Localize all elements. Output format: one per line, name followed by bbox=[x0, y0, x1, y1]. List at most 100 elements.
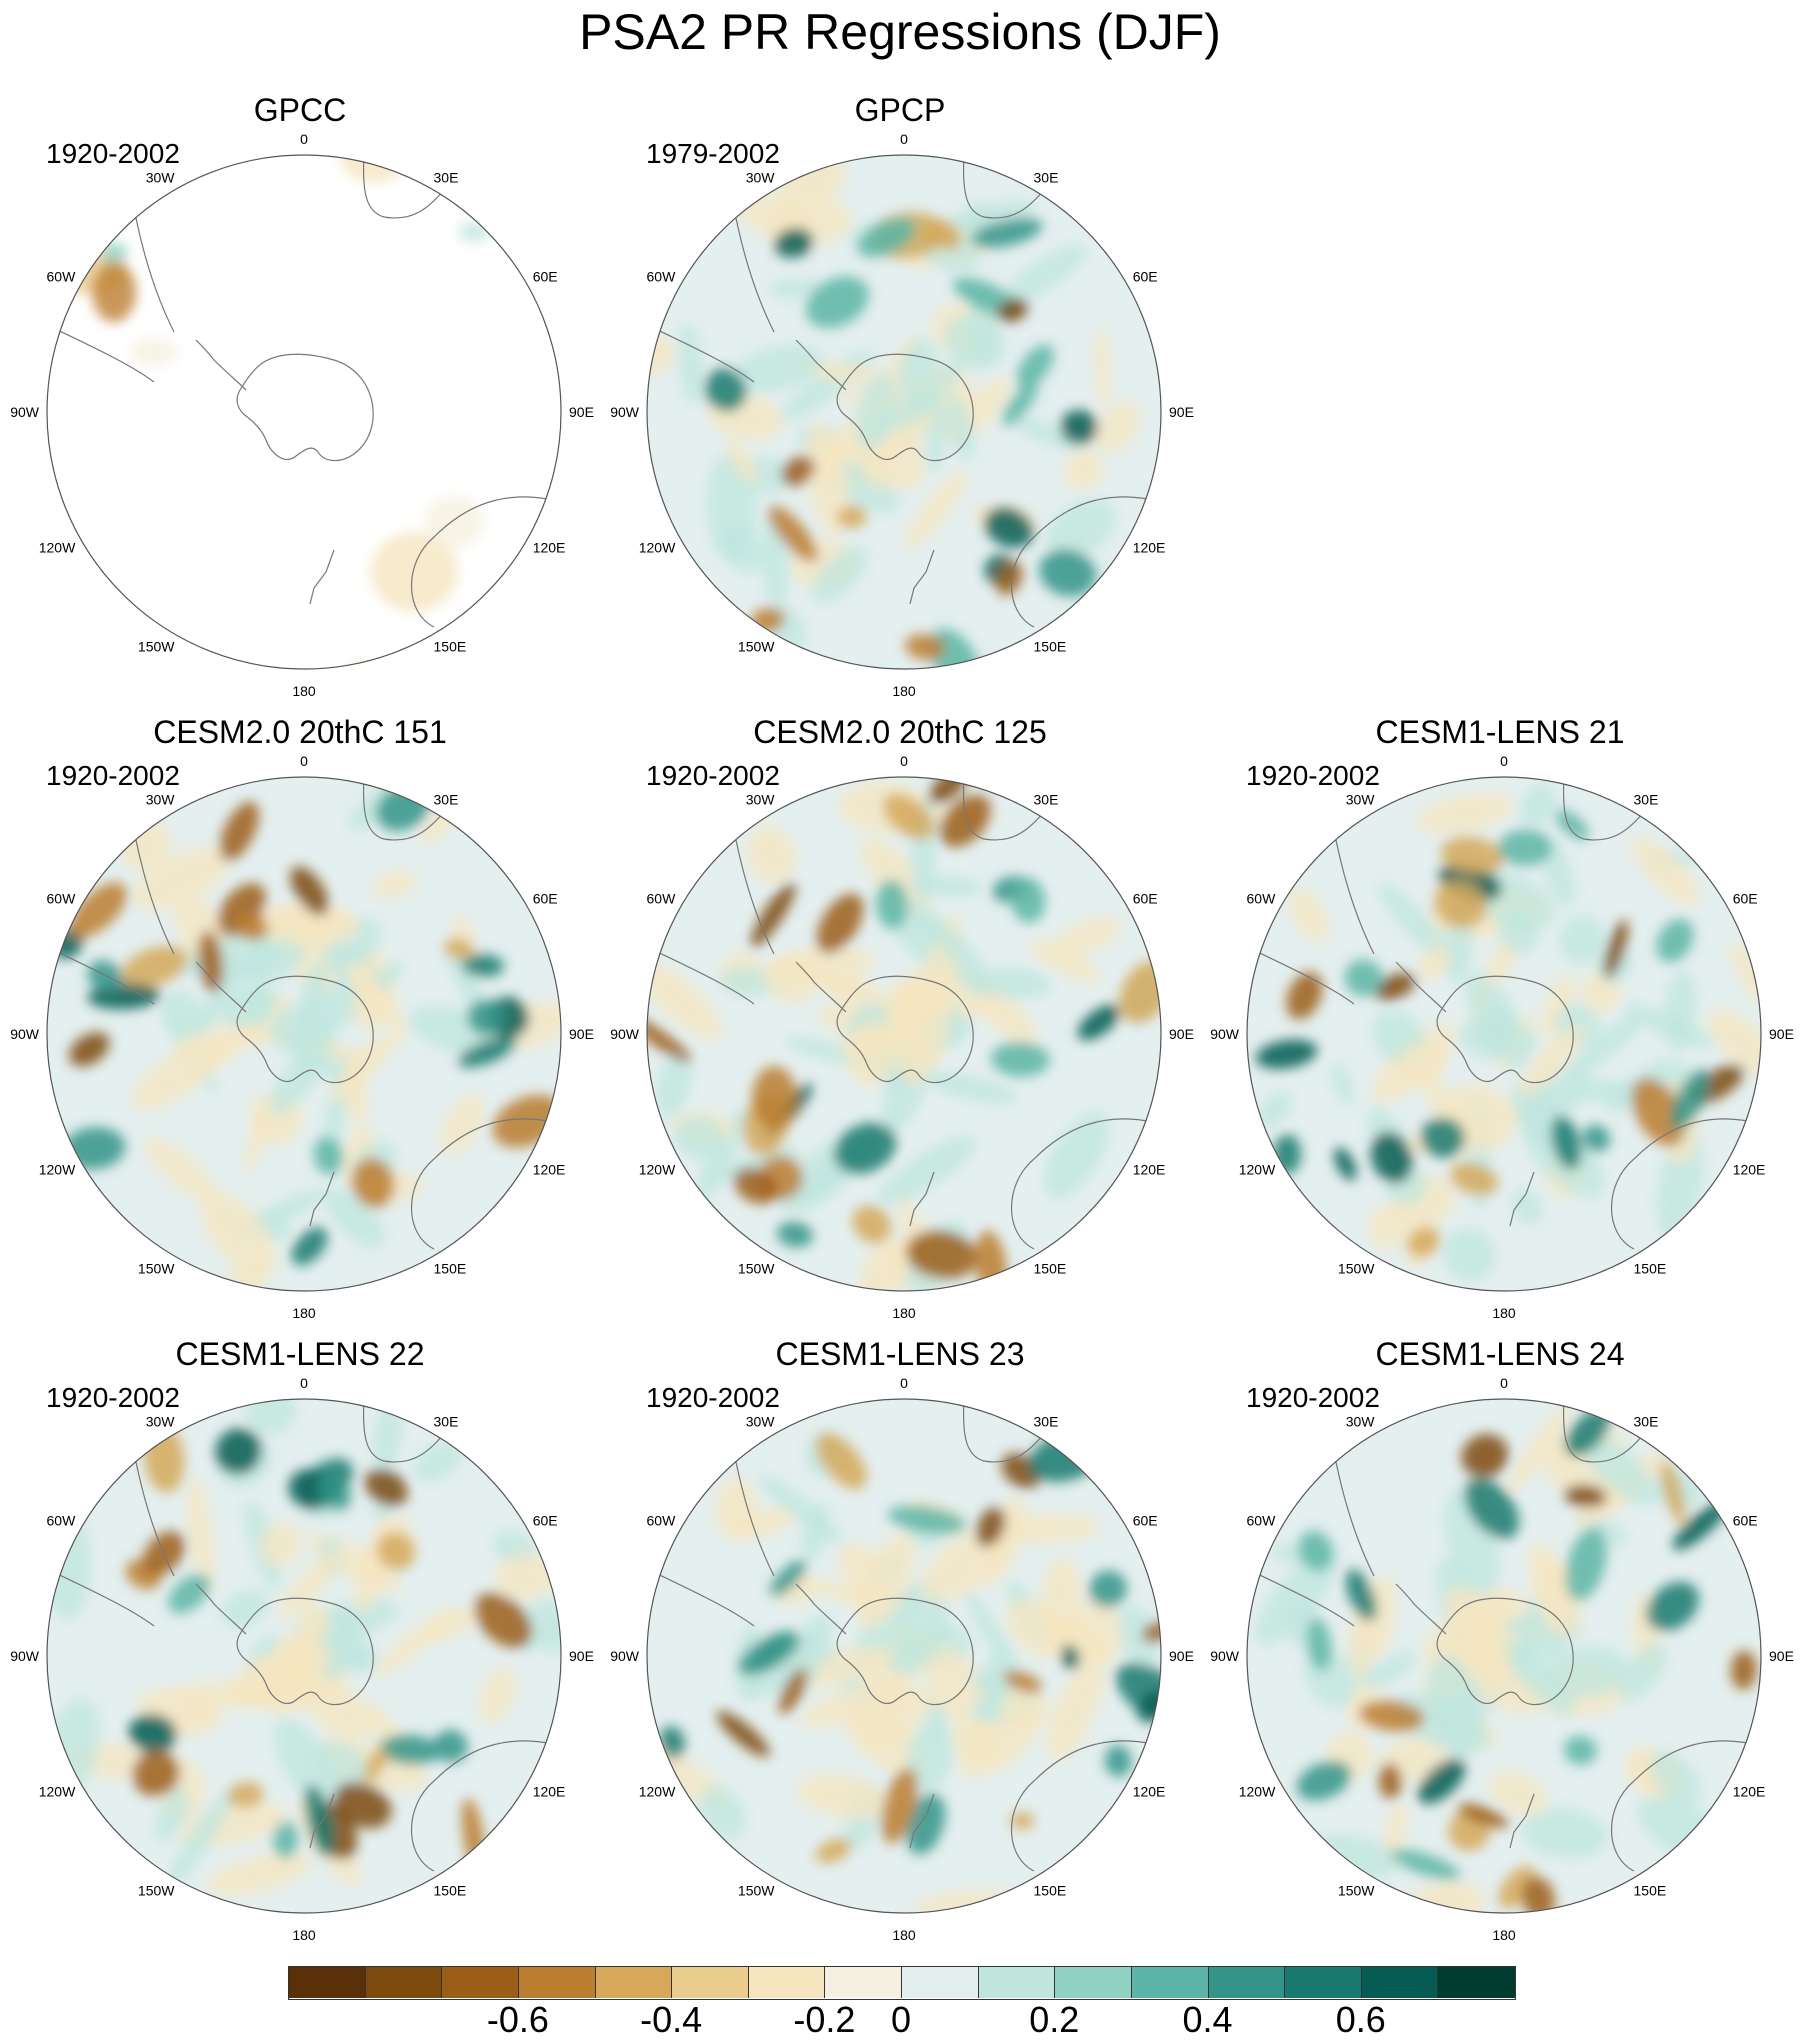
south-america-coastline bbox=[47, 324, 155, 383]
polar-map: 0 30E 60E 90E 120E 150E 180 150W 120W 90W 60W 30W bbox=[1210, 753, 1794, 1321]
longitude-label: 30E bbox=[434, 1413, 459, 1429]
longitude-label: 60W bbox=[647, 891, 677, 907]
colorbar-segment bbox=[517, 1966, 596, 1998]
colorbar-segment bbox=[441, 1966, 519, 1998]
africa-coastline bbox=[962, 1399, 1045, 1463]
longitude-label: 60E bbox=[1133, 1513, 1158, 1529]
colorbar-segment bbox=[1360, 1966, 1439, 1998]
longitude-label: 0 bbox=[1500, 1375, 1508, 1391]
period-label: 1979-2002 bbox=[646, 138, 780, 169]
polar-map: 0 30E 60E 90E 120E 150E 180 150W 120W 90W 60W 30W bbox=[10, 1375, 594, 1943]
longitude-label: 30E bbox=[1034, 791, 1059, 807]
longitude-label: 90E bbox=[1769, 1648, 1794, 1664]
longitude-label: 90E bbox=[1169, 1026, 1194, 1042]
longitude-label: 120W bbox=[39, 1162, 76, 1178]
longitude-label: 30W bbox=[1346, 791, 1376, 807]
field-layer bbox=[47, 1399, 561, 1913]
longitude-label: 120W bbox=[39, 540, 76, 556]
longitude-label: 180 bbox=[1492, 1305, 1516, 1321]
antarctica-coastline bbox=[236, 975, 374, 1084]
antarctica-coastline bbox=[236, 1597, 374, 1706]
longitude-label: 150W bbox=[138, 1261, 175, 1277]
south-america-coastline bbox=[1247, 946, 1355, 1005]
south-america-coastline bbox=[647, 946, 755, 1005]
panel-title: CESM1-LENS 24 bbox=[1375, 1336, 1625, 1372]
longitude-label: 60E bbox=[1133, 891, 1158, 907]
new-zealand-coastline bbox=[1509, 1793, 1535, 1849]
colorbar-segment bbox=[747, 1966, 826, 1998]
period-label: 1920-2002 bbox=[646, 1382, 780, 1413]
antarctica-coastline bbox=[836, 1597, 974, 1706]
longitude-label: 180 bbox=[292, 683, 316, 699]
longitude-label: 30E bbox=[434, 169, 459, 185]
africa-coastline bbox=[362, 155, 445, 219]
longitude-label: 180 bbox=[1492, 1927, 1516, 1943]
new-zealand-coastline bbox=[909, 1793, 935, 1849]
australia-coastline bbox=[1010, 1740, 1161, 1872]
map-panel-lens-22: CESM1-LENS 22 1920-2002 0 30E 60E 90E 120E 15… bbox=[0, 1334, 600, 1956]
colorbar-segment bbox=[1437, 1966, 1515, 1998]
longitude-label: 120E bbox=[1133, 1784, 1166, 1800]
field-layer bbox=[647, 777, 1161, 1291]
peninsula-coastline bbox=[795, 1583, 847, 1635]
longitude-label: 120W bbox=[639, 540, 676, 556]
antarctica-coastline bbox=[1436, 1597, 1574, 1706]
map-border bbox=[646, 154, 1162, 670]
panel-title: CESM1-LENS 22 bbox=[175, 1336, 425, 1372]
map-panel-cesm2-125: CESM2.0 20thC 125 1920-2002 0 30E 60E 90E 12… bbox=[600, 712, 1200, 1334]
longitude-label: 150W bbox=[738, 1883, 775, 1899]
africa-coastline bbox=[362, 777, 445, 841]
map-panel-lens-24: CESM1-LENS 24 1920-2002 0 30E 60E 90E 120E 15… bbox=[1200, 1334, 1800, 1956]
field-layer bbox=[647, 1399, 1161, 1913]
longitude-label: 150E bbox=[1034, 1883, 1067, 1899]
longitude-label: 150E bbox=[1034, 639, 1067, 655]
new-zealand-coastline bbox=[909, 1171, 935, 1227]
longitude-label: 30W bbox=[146, 1413, 176, 1429]
longitude-label: 120E bbox=[533, 1784, 566, 1800]
period-label: 1920-2002 bbox=[1246, 1382, 1380, 1413]
period-label: 1920-2002 bbox=[46, 760, 180, 791]
panel-title: CESM1-LENS 23 bbox=[775, 1336, 1025, 1372]
australia-coastline bbox=[1010, 1118, 1161, 1250]
colorbar-segment bbox=[1130, 1966, 1209, 1998]
longitude-label: 150W bbox=[138, 1883, 175, 1899]
australia-coastline bbox=[1610, 1740, 1761, 1872]
longitude-label: 60E bbox=[1133, 269, 1158, 285]
longitude-label: 30W bbox=[746, 169, 776, 185]
africa-coastline bbox=[362, 1399, 445, 1463]
longitude-label: 150E bbox=[434, 639, 467, 655]
colorbar-tick-label: 0.6 bbox=[1335, 1999, 1386, 2040]
polar-map: 0 30E 60E 90E 120E 150E 180 150W 120W 90W 60W 30W bbox=[10, 753, 594, 1321]
antarctica-coastline bbox=[236, 353, 374, 462]
peninsula-coastline bbox=[1395, 1583, 1447, 1635]
longitude-label: 60W bbox=[1247, 891, 1277, 907]
longitude-label: 60E bbox=[1733, 1513, 1758, 1529]
longitude-label: 90W bbox=[10, 404, 40, 420]
longitude-label: 90E bbox=[1169, 1648, 1194, 1664]
south-america-coastline bbox=[47, 946, 155, 1005]
longitude-label: 150W bbox=[738, 639, 775, 655]
antarctica-coastline bbox=[836, 353, 974, 462]
longitude-label: 0 bbox=[1500, 753, 1508, 769]
antarctica-coastline bbox=[1436, 975, 1574, 1084]
south-america-coastline bbox=[647, 1568, 755, 1627]
longitude-label: 180 bbox=[892, 1927, 916, 1943]
longitude-label: 150E bbox=[1634, 1261, 1667, 1277]
period-label: 1920-2002 bbox=[646, 760, 780, 791]
colorbar-frame bbox=[288, 1966, 1516, 2000]
longitude-label: 30W bbox=[146, 169, 176, 185]
longitude-label: 60W bbox=[47, 1513, 77, 1529]
longitude-label: 60E bbox=[533, 269, 558, 285]
peninsula-coastline bbox=[795, 339, 847, 391]
longitude-label: 90W bbox=[610, 404, 640, 420]
longitude-label: 90W bbox=[10, 1648, 40, 1664]
longitude-label: 30W bbox=[1346, 1413, 1376, 1429]
colorbar-segment bbox=[977, 1966, 1056, 1998]
longitude-label: 150W bbox=[1338, 1883, 1375, 1899]
polar-map: 0 30E 60E 90E 120E 150E 180 150W 120W 90W 60W 30W bbox=[610, 753, 1194, 1321]
field-layer bbox=[47, 777, 561, 1291]
polar-map: 0 30E 60E 90E 120E 150E 180 150W 120W 90W 60W 30W bbox=[1210, 1375, 1794, 1943]
map-panel-lens-21: CESM1-LENS 21 1920-2002 0 30E 60E 90E 120E 15… bbox=[1200, 712, 1800, 1334]
longitude-label: 120W bbox=[639, 1784, 676, 1800]
australia-coastline bbox=[1610, 1118, 1761, 1250]
